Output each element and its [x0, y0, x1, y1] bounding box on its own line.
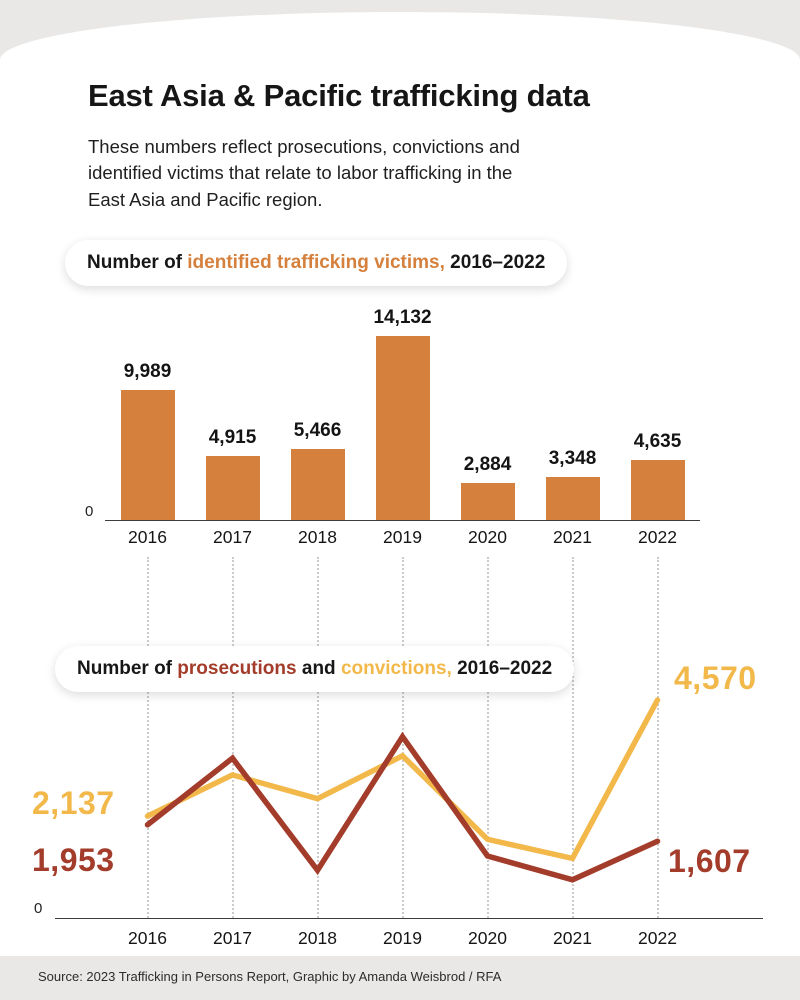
bar-heading-highlight: identified trafficking victims, [187, 252, 445, 273]
line-heading-suffix: 2016–2022 [451, 658, 553, 679]
bar-value-label: 3,348 [548, 447, 597, 469]
bar-year-label: 2016 [128, 527, 167, 547]
subtitle-line-1: These numbers reflect prosecutions, conv… [88, 136, 520, 157]
bar-chart: 9,989 4,915 5,466 14,132 2,884 3,348 4,635 [105, 307, 700, 521]
grid-dotted-line [231, 557, 234, 918]
bar-value-label: 14,132 [373, 307, 432, 329]
bar-chart-zero-label: 0 [85, 503, 94, 520]
line-chart-heading: Number of prosecutions and convictions, … [55, 646, 575, 692]
line-year-label: 2017 [213, 928, 252, 948]
bar-2021 [545, 476, 600, 520]
bar-year-label: 2019 [383, 527, 422, 547]
convictions-end-value: 4,570 [674, 660, 757, 696]
bar-year-label: 2018 [298, 527, 337, 547]
prosecutions-start-value: 1,953 [32, 842, 115, 878]
subtitle-line-2: identified victims that relate to labor … [88, 162, 513, 184]
bar-year-label: 2017 [213, 527, 252, 547]
bar-heading-prefix: Number of [87, 252, 188, 273]
bar-year-label: 2021 [553, 527, 592, 547]
line-year-label: 2019 [383, 928, 422, 948]
page-subtitle: These numbers reflect prosecutions, conv… [88, 134, 520, 213]
bar-chart-heading: Number of identified trafficking victims… [65, 240, 568, 286]
line-year-label: 2022 [638, 928, 677, 948]
line-heading-prosecutions: prosecutions [177, 658, 297, 679]
bar-2020 [460, 482, 515, 520]
line-chart [144, 697, 661, 883]
bar-value-label: 9,989 [123, 361, 172, 383]
bar-value-label: 2,884 [463, 453, 512, 475]
bar-year-label: 2020 [468, 527, 507, 547]
bar-value-label: 4,635 [633, 430, 682, 452]
bar-2017 [205, 456, 260, 520]
line-year-label: 2016 [128, 928, 167, 948]
line-chart-x-axis: 2016 2017 2018 2019 2020 2021 2022 [105, 928, 700, 949]
convictions-start-value: 2,137 [32, 785, 115, 821]
prosecutions-line [144, 731, 661, 883]
line-heading-convictions: convictions, [340, 658, 452, 679]
bar-2016 [120, 390, 175, 520]
bar-value-label: 4,915 [208, 427, 257, 449]
convictions-line [144, 697, 661, 862]
bar-2019 [375, 336, 430, 520]
bar-2018 [290, 449, 345, 520]
prosecutions-end-value: 1,607 [668, 843, 751, 879]
line-heading-prefix: Number of [77, 658, 178, 679]
subtitle-line-3: East Asia and Pacific region. [88, 188, 323, 210]
bar-chart-x-axis: 2016 2017 2018 2019 2020 2021 2022 [105, 527, 700, 548]
source-credit: Source: 2023 Trafficking in Persons Repo… [38, 969, 502, 984]
line-year-label: 2021 [553, 928, 592, 948]
line-chart-zero-label: 0 [34, 900, 43, 917]
grid-dotted-line [571, 557, 574, 918]
grid-dotted-line [146, 557, 149, 918]
grid-dotted-line [316, 557, 319, 918]
bar-2022 [630, 459, 685, 520]
bar-value-label: 5,466 [293, 420, 342, 441]
line-year-label: 2020 [468, 928, 507, 948]
line-year-label: 2018 [298, 928, 337, 948]
grid-dotted-line [656, 557, 659, 918]
bar-year-label: 2022 [638, 527, 677, 547]
bar-heading-suffix: 2016–2022 [444, 252, 546, 273]
line-chart-axis [55, 918, 763, 919]
line-heading-and: and [296, 658, 341, 679]
page-title: East Asia & Pacific trafficking data [88, 78, 590, 113]
grid-dotted-line [486, 557, 489, 918]
